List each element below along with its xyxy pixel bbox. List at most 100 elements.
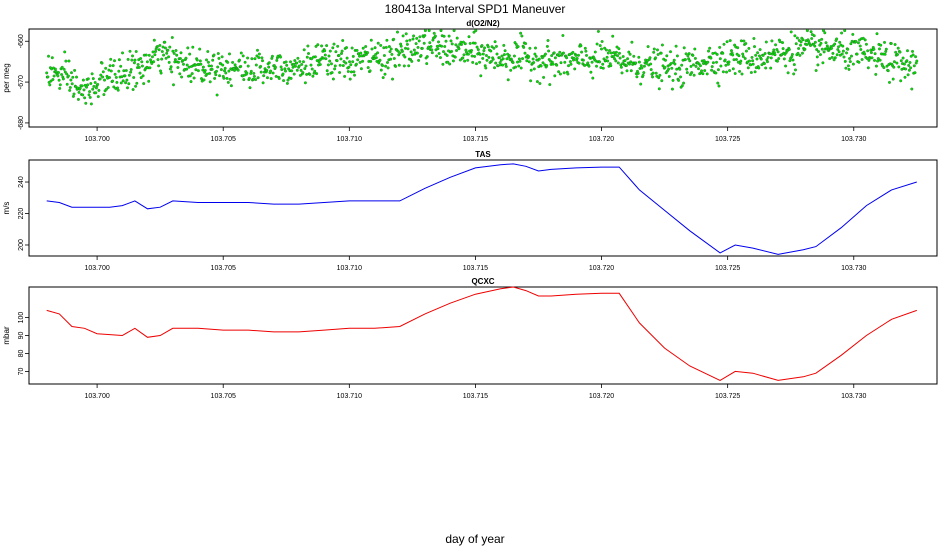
data-point xyxy=(503,49,507,53)
data-point xyxy=(608,49,612,52)
data-point xyxy=(869,51,873,55)
data-point xyxy=(295,61,299,65)
data-point xyxy=(795,36,799,40)
data-point xyxy=(170,70,174,74)
data-point xyxy=(908,61,912,64)
data-point xyxy=(534,46,537,50)
data-point xyxy=(64,59,68,63)
data-point xyxy=(104,87,108,91)
data-point xyxy=(472,30,476,34)
data-point xyxy=(878,47,881,51)
data-point xyxy=(753,45,756,49)
data-point xyxy=(714,71,718,75)
data-point xyxy=(693,56,697,60)
data-point xyxy=(815,55,819,59)
data-point xyxy=(742,39,746,43)
data-point xyxy=(471,60,475,64)
data-point xyxy=(823,31,827,35)
data-point xyxy=(840,31,844,35)
data-point xyxy=(847,67,851,71)
data-point xyxy=(851,62,855,66)
figure-title: 180413a Interval SPD1 Maneuver xyxy=(385,2,566,16)
data-point xyxy=(369,38,373,42)
data-point xyxy=(328,49,332,53)
data-point xyxy=(747,46,751,50)
data-point xyxy=(674,44,678,48)
data-point xyxy=(741,52,745,56)
data-point xyxy=(127,82,131,86)
data-point xyxy=(453,55,457,59)
data-point xyxy=(218,74,222,78)
data-point xyxy=(473,41,477,45)
data-point xyxy=(766,55,770,59)
data-point xyxy=(119,64,123,68)
data-point xyxy=(404,46,407,50)
data-point xyxy=(473,54,477,58)
data-point xyxy=(69,78,73,82)
data-point xyxy=(142,82,146,86)
data-point xyxy=(551,62,555,66)
data-point xyxy=(205,58,208,62)
data-point xyxy=(591,76,595,80)
data-point xyxy=(154,50,157,53)
data-point xyxy=(613,53,617,57)
data-point xyxy=(389,47,393,51)
data-point xyxy=(898,50,902,54)
data-point xyxy=(809,30,813,34)
data-point xyxy=(790,52,794,56)
data-point xyxy=(309,63,313,67)
data-point xyxy=(652,50,656,54)
data-point xyxy=(744,49,748,53)
data-point xyxy=(678,67,682,71)
data-point xyxy=(904,67,908,71)
data-point xyxy=(201,68,205,72)
data-point xyxy=(291,65,295,69)
data-point xyxy=(539,64,543,68)
data-point xyxy=(866,49,870,53)
data-point xyxy=(331,77,335,81)
data-point xyxy=(907,63,911,67)
data-point xyxy=(90,72,94,76)
data-point xyxy=(897,65,901,69)
data-point xyxy=(667,67,671,71)
data-point xyxy=(82,88,86,92)
data-point xyxy=(899,79,903,83)
data-point xyxy=(463,42,467,46)
data-point xyxy=(285,81,289,85)
data-point xyxy=(298,60,302,63)
data-point xyxy=(447,34,451,38)
y-axis-label-qcxc: mbar xyxy=(2,326,11,345)
data-point xyxy=(437,40,440,44)
data-point xyxy=(358,54,361,58)
data-point xyxy=(672,58,676,62)
data-point xyxy=(89,82,93,85)
data-point xyxy=(269,69,273,73)
data-point xyxy=(292,62,296,66)
data-point xyxy=(637,55,641,59)
data-point xyxy=(97,88,101,92)
data-point xyxy=(688,73,692,77)
data-point xyxy=(835,53,839,57)
data-point xyxy=(195,58,199,62)
data-point xyxy=(722,42,726,46)
data-point xyxy=(261,59,264,63)
data-point xyxy=(86,83,90,87)
data-point xyxy=(53,67,57,71)
data-point xyxy=(430,48,434,52)
data-point xyxy=(687,52,691,56)
data-point xyxy=(386,61,389,64)
data-point xyxy=(525,59,529,63)
data-point xyxy=(843,59,847,63)
y-tick-label-qcxc: 80 xyxy=(18,349,25,357)
data-point xyxy=(303,67,307,71)
data-point xyxy=(776,50,780,54)
data-point xyxy=(840,52,844,56)
data-point xyxy=(817,39,821,43)
data-point xyxy=(310,57,314,61)
data-point xyxy=(660,79,664,83)
data-point xyxy=(438,56,442,60)
data-point xyxy=(193,63,197,67)
data-point xyxy=(52,74,56,78)
y-axis-label-tas: m/s xyxy=(2,202,11,215)
data-point xyxy=(732,58,736,62)
